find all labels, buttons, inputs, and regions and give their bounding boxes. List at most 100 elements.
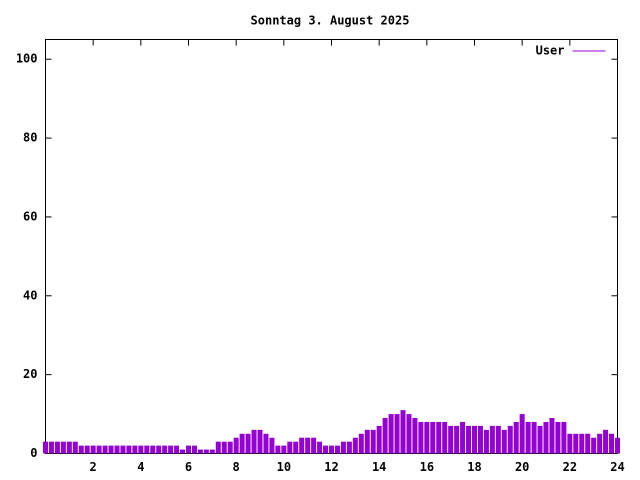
x-tick-label: 4 [137,460,144,474]
impulse [555,421,561,454]
impulse [54,441,60,454]
y-tick-label: 20 [23,367,37,381]
x-tick-label: 22 [563,460,577,474]
impulse [531,421,537,454]
impulse [263,433,269,454]
impulse [245,433,251,454]
impulse [525,421,531,454]
impulse [334,445,340,454]
impulse [370,429,376,454]
impulse [66,441,72,454]
y-tick-label: 40 [23,288,37,302]
impulse [48,441,54,454]
impulse [489,425,495,454]
impulse [400,410,406,454]
impulse [346,441,352,454]
impulse [501,429,507,454]
impulse [138,445,144,454]
x-tick-label: 24 [610,460,624,474]
x-tick-label: 14 [372,460,386,474]
impulse [424,421,430,454]
impulse [209,449,215,454]
impulse [597,433,603,454]
impulse [60,441,66,454]
y-tick-label: 100 [16,52,38,66]
impulse [191,445,197,454]
impulse [114,445,120,454]
impulse [144,445,150,454]
impulse [567,433,573,454]
impulse [513,421,519,454]
impulse [388,414,394,454]
impulse [269,437,275,454]
impulse [186,445,191,454]
impulse [406,414,412,454]
impulse [251,429,257,454]
impulse [573,433,579,454]
impulse [537,425,543,454]
impulse [233,437,239,454]
x-tick-label: 10 [277,460,291,474]
impulse [275,445,281,454]
impulse [543,421,549,454]
impulse [358,433,364,454]
impulse [460,421,466,454]
impulse [305,437,311,454]
impulse [132,445,138,454]
impulse [150,445,156,454]
x-tick-label: 12 [324,460,338,474]
impulse [549,418,555,454]
impulse [203,449,209,454]
impulse [340,441,346,454]
impulse [507,425,513,454]
impulse [239,433,245,454]
x-tick-label: 16 [420,460,434,474]
impulse [495,425,501,454]
impulse [418,421,424,454]
impulse [382,418,388,454]
x-tick-label: 20 [515,460,529,474]
impulse [585,433,591,454]
impulse [156,445,162,454]
impulse [281,445,287,454]
impulse [311,437,317,454]
impulse [102,445,108,454]
x-tick-label: 2 [90,460,97,474]
impulse [317,441,323,454]
impulse [108,445,114,454]
y-tick-label: 60 [23,209,37,223]
impulse [472,425,477,454]
impulse [43,441,48,454]
impulse [430,421,436,454]
chart-title: Sonntag 3. August 2025 [251,14,410,28]
legend-label: User [536,44,565,58]
impulse [579,433,585,454]
impulse [448,425,454,454]
impulse [364,429,370,454]
impulse [126,445,132,454]
impulse [293,441,299,454]
impulse [412,418,418,454]
impulse [376,425,382,454]
y-tick-label: 80 [23,131,37,145]
impulse [442,421,448,454]
impulse [120,445,126,454]
impulse [174,445,180,454]
impulse [84,445,90,454]
impulse [180,449,186,454]
impulse [352,437,358,454]
impulse [168,445,174,454]
impulse [561,421,567,454]
impulse [394,414,400,454]
impulse [227,441,233,454]
impulse [329,445,334,454]
impulse [287,441,293,454]
impulse [257,429,263,454]
impulse [466,425,472,454]
impulse [603,429,609,454]
impulse [615,437,620,454]
impulse [162,445,168,454]
